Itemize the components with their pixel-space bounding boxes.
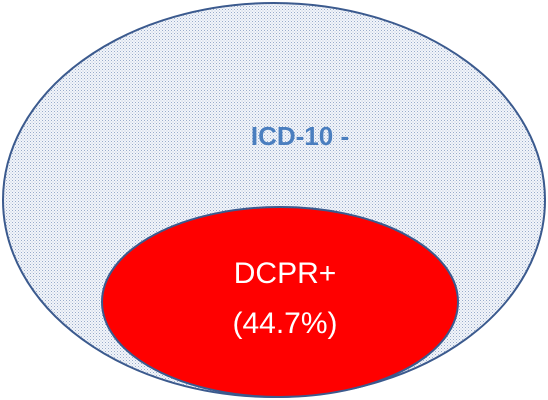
inner-label: DCPR+ [234, 257, 337, 290]
outer-label: ICD-10 - [251, 121, 349, 151]
inner-sublabel: (44.7%) [232, 307, 337, 340]
inner-ellipse [101, 206, 459, 398]
